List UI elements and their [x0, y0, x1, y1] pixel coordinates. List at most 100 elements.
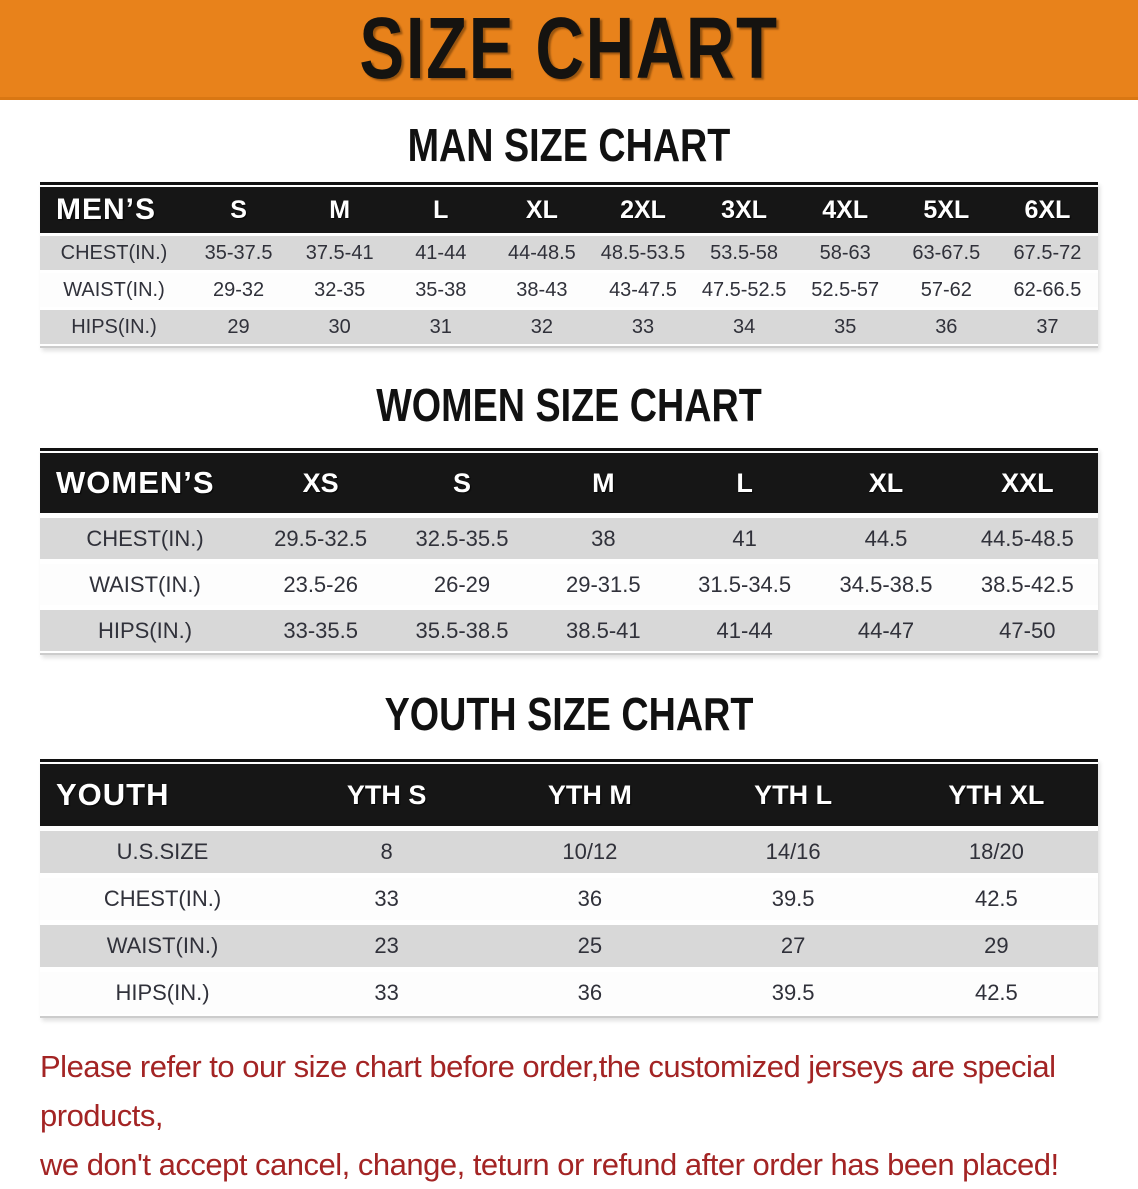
row-label: HIPS(IN.)	[115, 980, 210, 1005]
size-cell: 57-62	[920, 278, 972, 301]
table-bottom-border	[40, 346, 1098, 348]
table-top-border	[40, 759, 1098, 762]
size-cell: 35-37.5	[204, 241, 273, 264]
size-cell: 41-44	[716, 617, 773, 643]
size-cell: 43-47.5	[609, 278, 677, 301]
size-column-header: XL	[525, 195, 558, 224]
size-cell: 44.5	[864, 525, 908, 551]
size-cell: 35.5-38.5	[415, 617, 509, 643]
row-label: HIPS(IN.)	[97, 617, 193, 643]
size-cell: 38	[591, 525, 616, 551]
table-row: U.S.SIZE 8 10/12 14/16 18/20	[40, 831, 1098, 873]
size-cell: 44.5-48.5	[980, 525, 1074, 551]
table-row: HIPS(IN.) 29 30 31 32 33 34 35 36 37	[40, 310, 1098, 344]
size-cell: 29-32	[212, 278, 265, 301]
size-column-header: M	[329, 195, 351, 224]
men-size-section: MAN SIZE CHART MEN’S S M L XL 2XL 3XL 4XL 5XL 6XL…	[0, 118, 1138, 348]
size-cell: 27	[780, 933, 806, 958]
size-cell: 38.5-42.5	[980, 571, 1074, 597]
disclaimer-line-2: we don't accept cancel, change, teturn o…	[40, 1147, 1059, 1182]
row-divider	[40, 826, 1098, 831]
size-cell: 26-29	[433, 571, 491, 597]
size-cell: 39.5	[771, 980, 815, 1005]
size-cell: 47.5-52.5	[701, 278, 787, 301]
table-row: CHEST(IN.) 29.5-32.5 32.5-35.5 38 41 44.5 44.5…	[40, 518, 1098, 559]
size-column-header: 3XL	[721, 195, 768, 224]
size-cell: 67.5-72	[1013, 241, 1082, 264]
table-row: WAIST(IN.) 29-32 32-35 35-38 38-43 43-47.5 47.…	[40, 273, 1098, 307]
table-row: CHEST(IN.) 33 36 39.5 42.5	[40, 878, 1098, 920]
row-divider	[40, 605, 1098, 610]
youth-size-table: YOUTH YTH S YTH M YTH L YTH XL U.S.SIZE 8 10/12…	[40, 759, 1098, 1018]
size-column-header: 5XL	[923, 195, 970, 224]
table-header-row: WOMEN’S XS S M L XL XXL	[40, 453, 1098, 513]
size-cell: 47-50	[999, 617, 1056, 643]
size-cell: 32-35	[314, 278, 366, 301]
table-corner-label: WOMEN’S	[56, 465, 215, 500]
size-cell: 33-35.5	[283, 617, 358, 643]
row-divider	[40, 233, 1098, 236]
page-title: SIZE CHART	[359, 0, 779, 97]
size-column-header: S	[452, 467, 471, 498]
size-cell: 44-48.5	[507, 241, 576, 264]
table-row: WAIST(IN.) 23.5-26 26-29 29-31.5 31.5-34.5 34…	[40, 564, 1098, 605]
table-header-row: MEN’S S M L XL 2XL 3XL 4XL 5XL 6XL	[40, 187, 1098, 233]
table-row: HIPS(IN.) 33 36 39.5 42.5	[40, 972, 1098, 1014]
size-cell: 23	[374, 933, 399, 958]
row-divider	[40, 513, 1098, 518]
size-cell: 25	[577, 933, 603, 958]
table-row: WAIST(IN.) 23 25 27 29	[40, 925, 1098, 967]
size-cell: 38-43	[516, 278, 568, 301]
size-cell: 8	[380, 839, 393, 864]
size-cell: 37	[1036, 315, 1059, 338]
size-column-header: 4XL	[822, 195, 869, 224]
table-corner-label: MEN’S	[56, 193, 157, 226]
women-size-section: WOMEN SIZE CHART WOMEN’S XS S M L XL XXL CHEST(…	[0, 378, 1138, 655]
size-cell: 34	[732, 315, 756, 338]
size-column-header: YTH XL	[948, 779, 1045, 810]
size-cell: 36	[577, 980, 603, 1005]
size-column-header: L	[433, 195, 449, 224]
size-cell: 33	[631, 315, 655, 338]
row-divider	[40, 873, 1098, 878]
size-cell: 42.5	[974, 886, 1018, 911]
size-cell: 44-47	[857, 617, 915, 643]
size-cell: 41-44	[415, 241, 467, 264]
row-label: WAIST(IN.)	[63, 278, 165, 301]
size-cell: 23.5-26	[283, 571, 358, 597]
size-cell: 39.5	[771, 886, 815, 911]
size-cell: 31	[429, 315, 452, 338]
youth-size-section: YOUTH SIZE CHART YOUTH YTH S YTH M YTH L YTH…	[0, 687, 1138, 1018]
size-column-header: YTH M	[547, 779, 632, 810]
table-top-border	[40, 448, 1098, 451]
men-size-table: MEN’S S M L XL 2XL 3XL 4XL 5XL 6XL CHEST(IN.) 35-37…	[40, 182, 1098, 348]
row-divider	[40, 967, 1098, 972]
size-cell: 37.5-41	[305, 241, 374, 264]
size-cell: 14/16	[765, 839, 821, 864]
size-cell: 33	[374, 980, 399, 1005]
size-cell: 30	[328, 315, 351, 338]
row-label: CHEST(IN.)	[60, 241, 168, 264]
size-cell: 31.5-34.5	[698, 571, 792, 597]
size-cell: 36	[577, 886, 603, 911]
size-cell: 42.5	[974, 980, 1018, 1005]
row-label: WAIST(IN.)	[106, 933, 219, 958]
size-cell: 41	[732, 525, 757, 551]
size-cell: 29.5-32.5	[274, 525, 368, 551]
disclaimer-line-1: Please refer to our size chart before or…	[40, 1049, 1056, 1133]
size-column-header: XS	[302, 467, 339, 498]
row-label: WAIST(IN.)	[89, 571, 201, 597]
size-cell: 32	[530, 315, 553, 338]
size-column-header: 2XL	[620, 195, 666, 224]
size-column-header: S	[230, 195, 247, 224]
row-divider	[40, 307, 1098, 310]
size-cell: 35	[834, 315, 857, 338]
size-column-header: XXL	[1001, 467, 1054, 498]
size-cell: 33	[374, 886, 399, 911]
table-corner-label: YOUTH	[56, 777, 170, 812]
size-column-header: 6XL	[1024, 195, 1071, 224]
women-section-title: WOMEN SIZE CHART	[376, 379, 762, 431]
size-cell: 48.5-53.5	[600, 241, 686, 264]
size-column-header: YTH L	[754, 779, 833, 810]
